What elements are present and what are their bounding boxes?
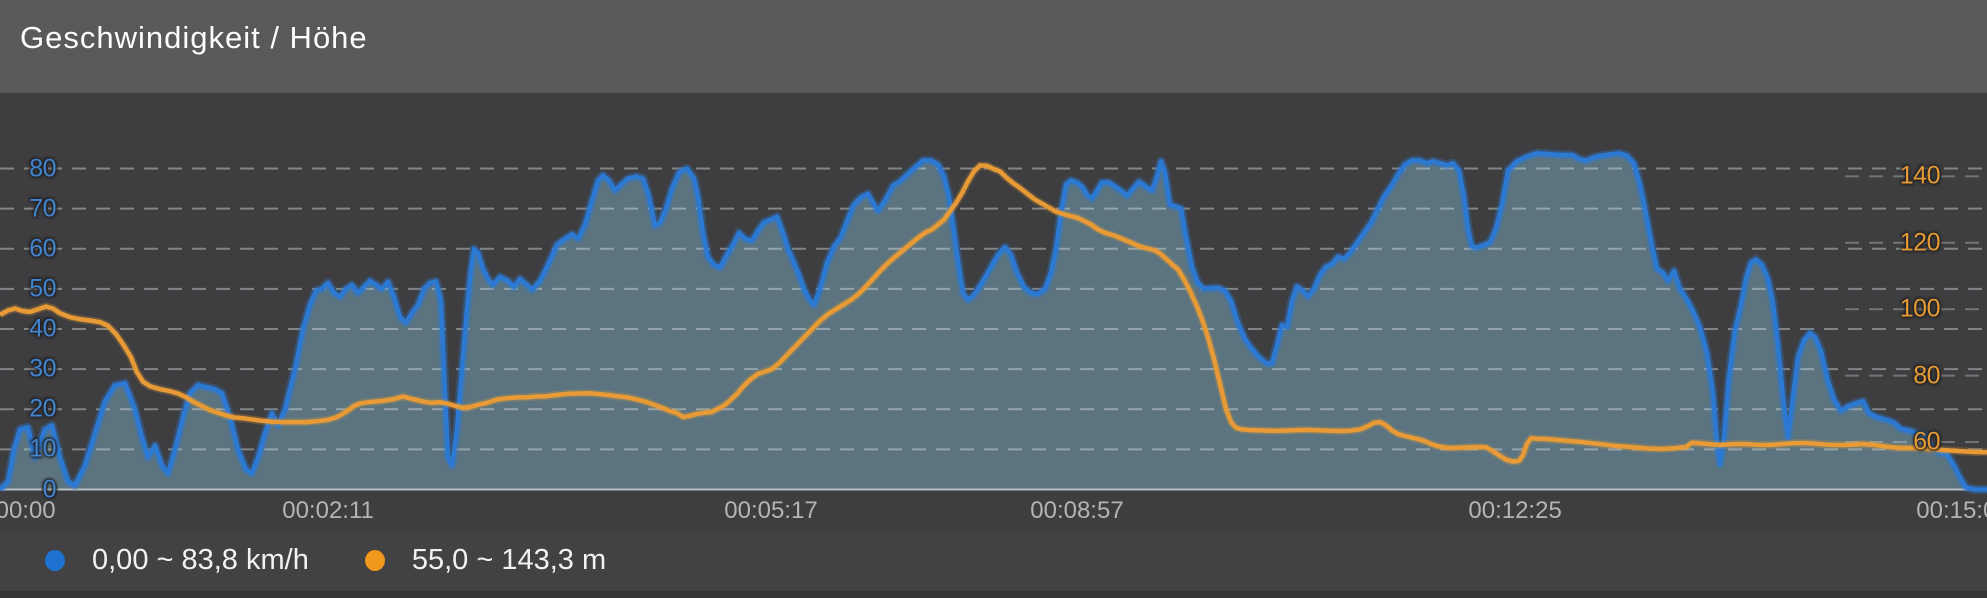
y-axis-left-label: 20 [29, 394, 56, 423]
bottom-divider-strip [0, 591, 1987, 598]
y-axis-right-label: 120 [1899, 228, 1941, 257]
y-axis-right-label: 100 [1899, 294, 1941, 323]
y-axis-left-label: 50 [29, 274, 56, 303]
altitude-line [0, 163, 1987, 464]
x-axis-label: 00:08:57 [1030, 497, 1124, 524]
altitude-series-dot-icon [364, 550, 385, 571]
x-axis-label: 00:15:00 [1916, 497, 1987, 524]
y-axis-right-label: 60 [1913, 427, 1940, 456]
chart-legend: 0,00 ~ 83,8 km/h 55,0 ~ 143,3 m [0, 530, 1987, 591]
legend-item-altitude[interactable]: 55,0 ~ 143,3 m [364, 544, 607, 577]
x-axis-label: 00:05:17 [724, 497, 818, 524]
legend-item-speed[interactable]: 0,00 ~ 83,8 km/h [45, 544, 309, 577]
y-axis-left-label: 80 [29, 154, 56, 182]
speed-series-dot-icon [45, 550, 65, 571]
speed-area-fill [0, 153, 1987, 490]
y-axis-right-label: 80 [1913, 361, 1940, 390]
y-axis-left-label: 40 [29, 314, 56, 343]
legend-altitude-label: 55,0 ~ 143,3 m [411, 544, 607, 576]
y-axis-left-label: 0 [42, 475, 57, 503]
speed-line [0, 151, 1987, 492]
x-axis-label: 00:02:11 [282, 497, 374, 524]
legend-speed-label: 0,00 ~ 83,8 km/h [92, 544, 309, 576]
chart-header: Geschwindigkeit / Höhe [0, 0, 1987, 93]
y-axis-left-label: 70 [29, 194, 56, 223]
y-axis-left-label: 60 [29, 234, 56, 263]
y-axis-left-label: 10 [29, 434, 56, 463]
x-axis-label: 00:00:00 [0, 497, 56, 524]
page-title: Geschwindigkeit / Höhe [20, 20, 368, 55]
y-axis-left-label: 30 [29, 354, 56, 383]
y-axis-right-label: 140 [1899, 161, 1941, 190]
x-axis-label: 00:12:25 [1468, 497, 1562, 524]
